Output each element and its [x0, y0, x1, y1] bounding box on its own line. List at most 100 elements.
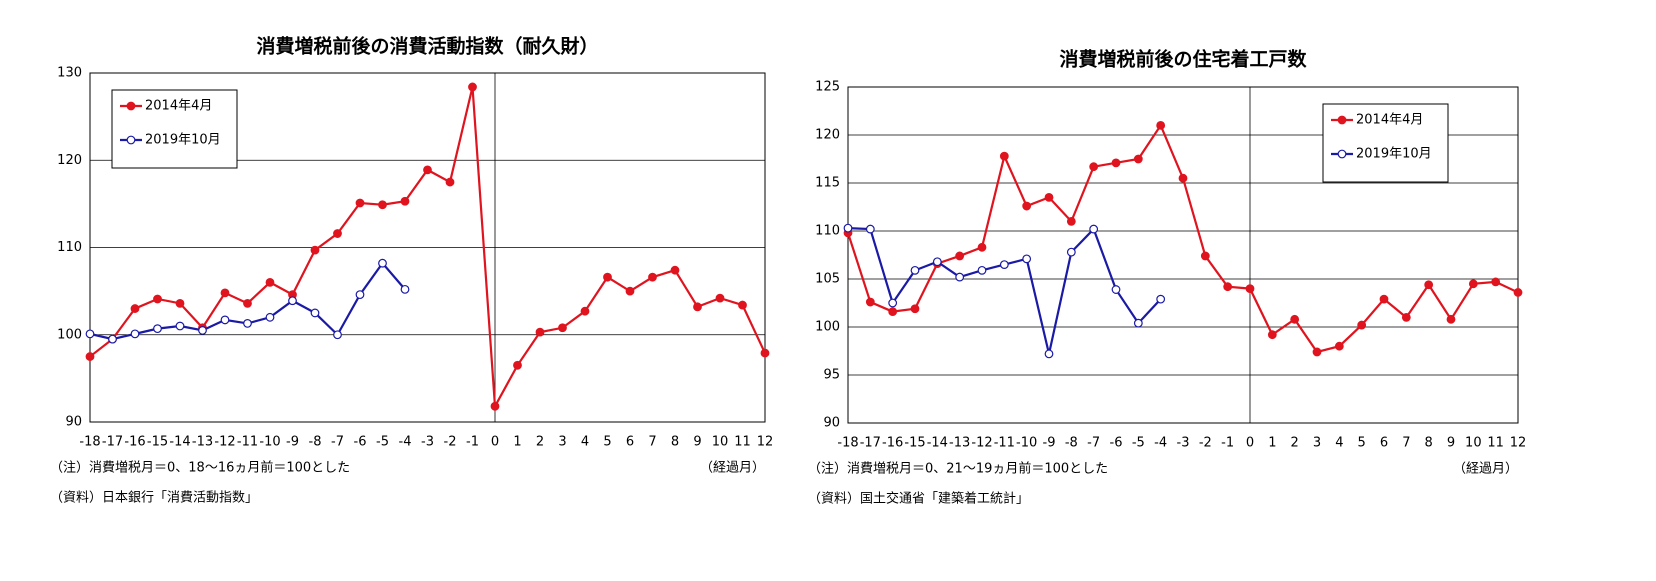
data-point [1245, 284, 1255, 294]
data-point [977, 265, 987, 275]
x-tick-label: -13 [949, 436, 970, 451]
x-tick-label: -11 [994, 436, 1015, 451]
data-point [1156, 120, 1166, 130]
x-tick-label: -18 [837, 436, 858, 451]
y-tick-label: 130 [57, 66, 82, 81]
x-tick-label: -9 [286, 435, 299, 450]
legend-marker [1337, 115, 1347, 125]
data-point [153, 324, 162, 334]
chart-title: 消費増税前後の住宅着工戸数 [1059, 48, 1307, 71]
data-point [1178, 173, 1188, 183]
data-point [288, 296, 297, 306]
y-tick-label: 110 [815, 224, 840, 239]
data-point [932, 257, 942, 267]
data-point [400, 284, 410, 294]
data-point [603, 272, 612, 282]
y-tick-label: 120 [815, 128, 840, 143]
x-tick-label: 6 [626, 435, 634, 450]
legend-marker [1337, 149, 1347, 159]
data-point [378, 200, 387, 210]
y-tick-label: 100 [815, 320, 840, 335]
data-point [1468, 279, 1478, 289]
data-point [1513, 288, 1523, 297]
data-point [310, 308, 320, 318]
x-tick-label: 11 [734, 435, 751, 450]
y-tick-label: 105 [815, 272, 840, 287]
x-tick-label: 3 [1313, 436, 1321, 451]
data-point [243, 319, 252, 328]
x-tick-label: -2 [1199, 436, 1212, 451]
x-tick-label: 9 [693, 435, 701, 450]
x-tick-label: 8 [671, 435, 679, 450]
data-point [333, 330, 342, 340]
data-point [955, 272, 965, 282]
x-tick-label: 6 [1380, 436, 1388, 451]
x-tick-label: -15 [904, 436, 925, 451]
data-point [580, 306, 590, 316]
data-point [490, 401, 500, 411]
data-point [198, 325, 207, 335]
x-tick-label: -8 [309, 435, 322, 450]
data-point [513, 360, 522, 370]
x-tick-label: -5 [376, 435, 389, 450]
x-tick-label: -15 [147, 435, 168, 450]
x-tick-label: -3 [421, 435, 434, 450]
note: （注）消費増税月＝0、21～19ヵ月前＝100とした [808, 461, 1108, 477]
data-point [310, 245, 320, 255]
legend-label: 2014年4月 [145, 99, 212, 114]
data-point [1133, 154, 1143, 164]
data-point [955, 251, 965, 261]
data-point [977, 242, 987, 252]
data-point [1334, 341, 1344, 351]
data-point [1312, 347, 1322, 357]
x-tick-label: -10 [1016, 436, 1037, 451]
data-point [445, 177, 455, 187]
data-point [1111, 158, 1121, 168]
x-tick-label: -18 [79, 435, 100, 450]
data-point [355, 198, 365, 208]
x-tick-label: -17 [860, 436, 881, 451]
data-point [670, 265, 680, 275]
x-tick-label: -12 [971, 436, 992, 451]
data-point [1133, 318, 1143, 328]
x-tick-label: 11 [1487, 436, 1504, 451]
legend-marker [126, 101, 136, 111]
note: （資料）国土交通省「建築着工統計」 [808, 491, 1029, 507]
data-point [999, 260, 1009, 270]
y-tick-label: 90 [823, 416, 840, 431]
x-tick-label: 2 [536, 435, 544, 450]
data-point [333, 229, 342, 238]
data-point [865, 224, 875, 234]
x-tick-label: -14 [927, 436, 948, 451]
x-tick-label: 2 [1291, 436, 1299, 451]
data-point [108, 334, 117, 344]
data-point [265, 278, 275, 287]
x-tick-label: 5 [1358, 436, 1366, 451]
x-axis-label: （経過月） [1453, 462, 1518, 477]
x-tick-label: 4 [581, 435, 589, 450]
data-point [130, 329, 140, 339]
data-point [865, 297, 875, 307]
x-tick-label: 9 [1447, 436, 1455, 451]
data-point [1022, 254, 1032, 264]
legend-marker [126, 135, 136, 145]
data-point [220, 288, 230, 298]
legend-label: 2019年10月 [1356, 147, 1432, 162]
x-tick-label: 1 [513, 435, 521, 450]
data-point [1290, 314, 1300, 324]
data-point [85, 352, 95, 361]
y-tick-label: 110 [57, 240, 82, 255]
data-point [1022, 201, 1032, 211]
x-tick-label: -4 [1154, 436, 1167, 451]
x-tick-label: -16 [882, 436, 903, 451]
data-point [1223, 282, 1233, 292]
x-tick-label: -2 [444, 435, 457, 450]
y-tick-label: 90 [65, 415, 82, 430]
x-tick-label: 12 [757, 435, 774, 450]
data-point [243, 298, 252, 308]
data-point [378, 258, 387, 268]
x-tick-label: 4 [1335, 436, 1343, 451]
x-tick-label: -1 [466, 435, 479, 450]
data-point [1156, 294, 1166, 304]
